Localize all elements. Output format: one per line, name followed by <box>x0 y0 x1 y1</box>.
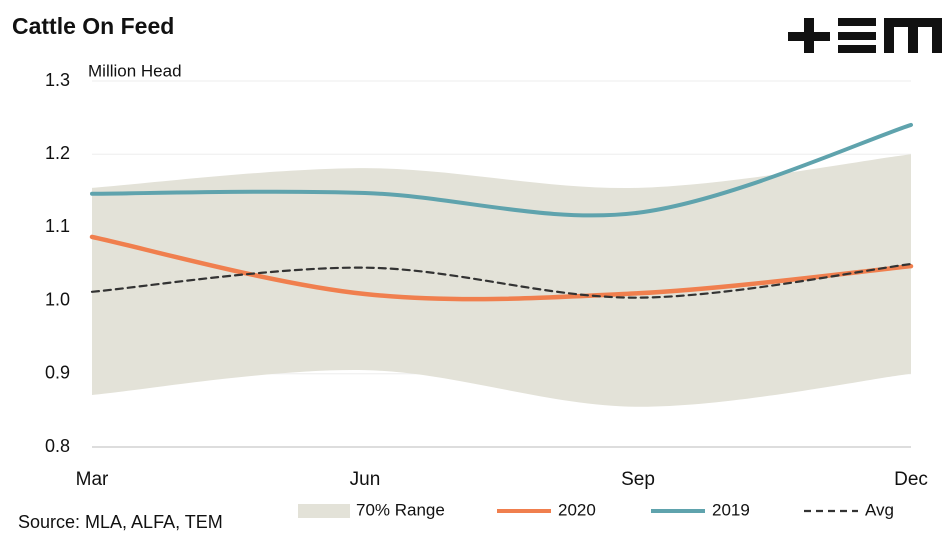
y-tick-label: 0.8 <box>45 436 70 456</box>
logo-e-bar <box>838 32 876 40</box>
x-tick-label: Sep <box>621 469 655 490</box>
source: Source: MLA, ALFA, TEM <box>18 512 223 532</box>
range-band <box>92 154 911 407</box>
legend-swatch <box>298 504 350 518</box>
chart-title: Cattle On Feed <box>12 13 174 39</box>
y-tick-label: 1.2 <box>45 143 70 163</box>
y-tick-label: 1.1 <box>45 216 70 236</box>
y-tick-label: 0.9 <box>45 363 70 383</box>
y-axis-unit: Million Head <box>88 61 182 80</box>
logo-m <box>884 18 942 53</box>
legend-label: 2019 <box>712 500 750 519</box>
y-tick-label: 1.0 <box>45 289 70 309</box>
logo-e-bar <box>838 45 876 53</box>
x-tick-label: Dec <box>894 469 928 490</box>
legend-label: 2020 <box>558 500 596 519</box>
series-line <box>89 234 914 302</box>
series-line <box>90 262 913 299</box>
series-line <box>90 122 913 218</box>
logo <box>788 18 942 53</box>
x-tick-label: Mar <box>76 469 109 490</box>
x-tick-label: Jun <box>350 469 381 490</box>
y-tick-label: 1.3 <box>45 70 70 90</box>
legend-label: 70% Range <box>356 500 445 519</box>
logo-plus-v <box>804 18 814 53</box>
logo-e-bar <box>838 18 876 26</box>
legend-label: Avg <box>865 500 894 519</box>
